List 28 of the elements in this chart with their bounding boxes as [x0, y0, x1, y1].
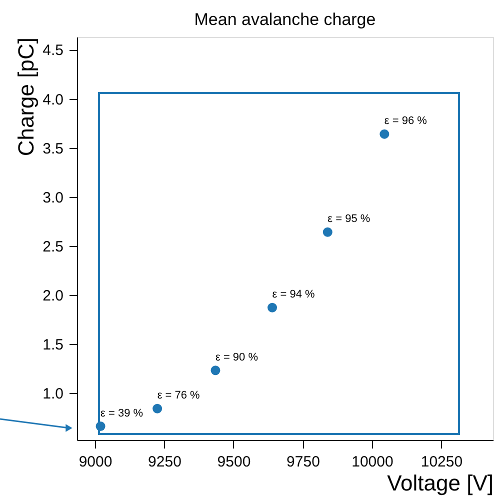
- annotation: ε = 94 %: [272, 288, 315, 301]
- x-axis-title: Voltage [V]: [387, 470, 494, 496]
- x-tick-label: 9250: [148, 454, 182, 470]
- y-tick-label: 1.5: [42, 336, 64, 354]
- y-tick-label: 3.5: [42, 140, 64, 158]
- x-tick-label: 9000: [78, 454, 112, 470]
- y-tick-label: 2.5: [42, 238, 64, 256]
- x-tick-label: 9500: [217, 454, 251, 470]
- annotation: ε = 95 %: [328, 213, 370, 226]
- point: [210, 366, 220, 376]
- point: [268, 302, 278, 312]
- point: [322, 227, 332, 237]
- y-tick-label: 1.0: [42, 385, 64, 402]
- x-tick-label: 10250: [420, 454, 463, 470]
- y-axis-title: Charge [pC]: [14, 38, 39, 156]
- chart-title: Mean avalanche charge: [194, 10, 376, 29]
- y-tick-label: 4.5: [42, 42, 64, 60]
- annotation: ε = 96 %: [384, 115, 428, 128]
- annotation: ε = 90 %: [215, 351, 258, 364]
- y-tick-label: 4.0: [42, 91, 64, 108]
- y-tick-label: 2.0: [42, 287, 64, 304]
- x-tick-label: 10000: [352, 454, 394, 470]
- annotation: ε = 39 %: [100, 407, 144, 420]
- point: [152, 404, 162, 414]
- annotation: ε = 76 %: [157, 390, 200, 402]
- x-tick-label: 9750: [286, 454, 320, 470]
- y-tick-label: 3.0: [42, 189, 64, 206]
- point: [380, 129, 390, 139]
